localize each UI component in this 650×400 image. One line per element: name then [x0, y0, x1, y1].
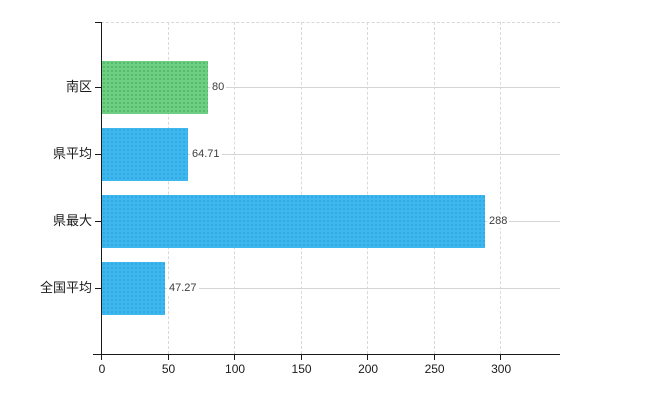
category-tick [95, 154, 101, 155]
gridline-x-50 [167, 22, 169, 354]
plot-top-gridline [101, 22, 560, 23]
gridline-x-300 [500, 22, 502, 354]
x-tick-300 [500, 355, 502, 360]
x-tick-150 [300, 355, 302, 360]
x-tick-label-100: 100 [225, 362, 246, 376]
bar-県最大 [102, 194, 485, 248]
x-tick-250 [433, 355, 435, 360]
x-axis-line [93, 354, 560, 355]
y-axis-end-tick [95, 22, 101, 23]
bar-南区 [102, 60, 208, 114]
category-label-全国平均: 全国平均 [39, 280, 92, 295]
x-tick-50 [167, 355, 169, 360]
x-tick-label-200: 200 [358, 362, 379, 376]
category-label-県最大: 県最大 [52, 213, 92, 228]
category-tick [95, 87, 101, 88]
gridline-x-250 [433, 22, 435, 354]
category-label-南区: 南区 [65, 79, 92, 94]
gridline-x-200 [367, 22, 369, 354]
bar-全国平均 [102, 261, 165, 315]
x-tick-label-0: 0 [98, 362, 106, 376]
x-tick-label-250: 250 [424, 362, 445, 376]
category-label-県平均: 県平均 [52, 146, 92, 161]
bar-value-label: 80 [210, 80, 227, 94]
category-gridline [101, 154, 560, 155]
x-tick-100 [234, 355, 236, 360]
x-tick-label-300: 300 [491, 362, 512, 376]
x-tick-0 [101, 355, 102, 360]
plot-area: 80 64.71 288 47.27 [101, 22, 560, 354]
category-gridline [101, 288, 560, 289]
category-gridline [101, 87, 560, 88]
x-tick-label-150: 150 [291, 362, 312, 376]
category-tick [95, 288, 101, 289]
gridline-x-100 [234, 22, 236, 354]
x-tick-label-50: 50 [161, 362, 176, 376]
bar-value-label: 288 [487, 214, 510, 228]
category-tick [95, 221, 101, 222]
y-axis-line [101, 22, 102, 355]
gridline-x-150 [300, 22, 302, 354]
bar-value-label: 64.71 [190, 147, 222, 161]
x-tick-200 [367, 355, 369, 360]
bar-県平均 [102, 127, 188, 181]
bar-value-label: 47.27 [167, 281, 199, 295]
